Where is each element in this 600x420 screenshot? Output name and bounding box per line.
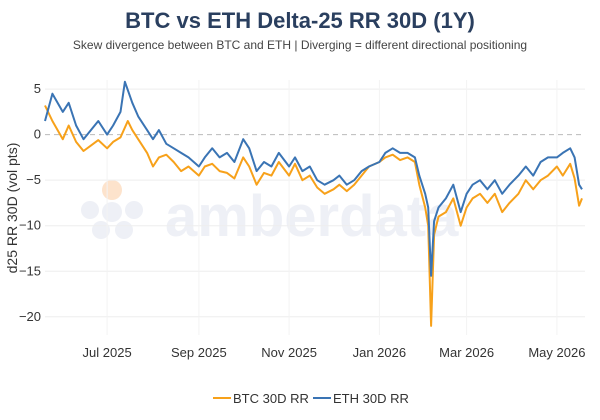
legend-label: BTC 30D RR <box>233 391 309 406</box>
chart-title: BTC vs ETH Delta-25 RR 30D (1Y) <box>125 8 475 33</box>
y-tick-label: −15 <box>19 263 41 278</box>
watermark-logo-dot <box>125 201 143 219</box>
y-tick-label: −10 <box>19 218 41 233</box>
grid <box>45 80 585 335</box>
watermark-logo-dot <box>102 202 122 222</box>
x-tick-label: Jul 2025 <box>83 345 132 360</box>
x-tick-label: Mar 2026 <box>439 345 494 360</box>
chart-subtitle: Skew divergence between BTC and ETH | Di… <box>72 38 528 52</box>
x-tick-label: Nov 2025 <box>261 345 317 360</box>
y-tick-label: 0 <box>34 127 41 142</box>
y-tick-label: −5 <box>26 172 41 187</box>
y-tick-label: −20 <box>19 309 41 324</box>
y-axis-label: d25 RR 30D (vol pts) <box>4 143 20 274</box>
watermark-logo-dot <box>115 221 133 239</box>
y-tick-label: 5 <box>34 81 41 96</box>
x-tick-label: Sep 2025 <box>171 345 227 360</box>
watermark: amberdata <box>81 180 459 249</box>
y-tick-labels: 5 0 −5 −10 −15 −20 <box>19 81 41 324</box>
legend-label: ETH 30D RR <box>333 391 409 406</box>
watermark-logo-dot <box>81 201 99 219</box>
series-line-eth <box>44 80 583 277</box>
x-tick-label: May 2026 <box>528 345 585 360</box>
series-line-btc <box>44 105 583 327</box>
x-tick-labels: Jul 2025 Sep 2025 Nov 2025 Jan 2026 Mar 2026… <box>83 345 586 360</box>
watermark-logo-dot <box>102 180 122 200</box>
legend: BTC 30D RR ETH 30D RR <box>213 391 409 406</box>
x-tick-label: Jan 2026 <box>353 345 407 360</box>
watermark-text: amberdata <box>165 184 459 249</box>
series-lines <box>44 80 583 327</box>
